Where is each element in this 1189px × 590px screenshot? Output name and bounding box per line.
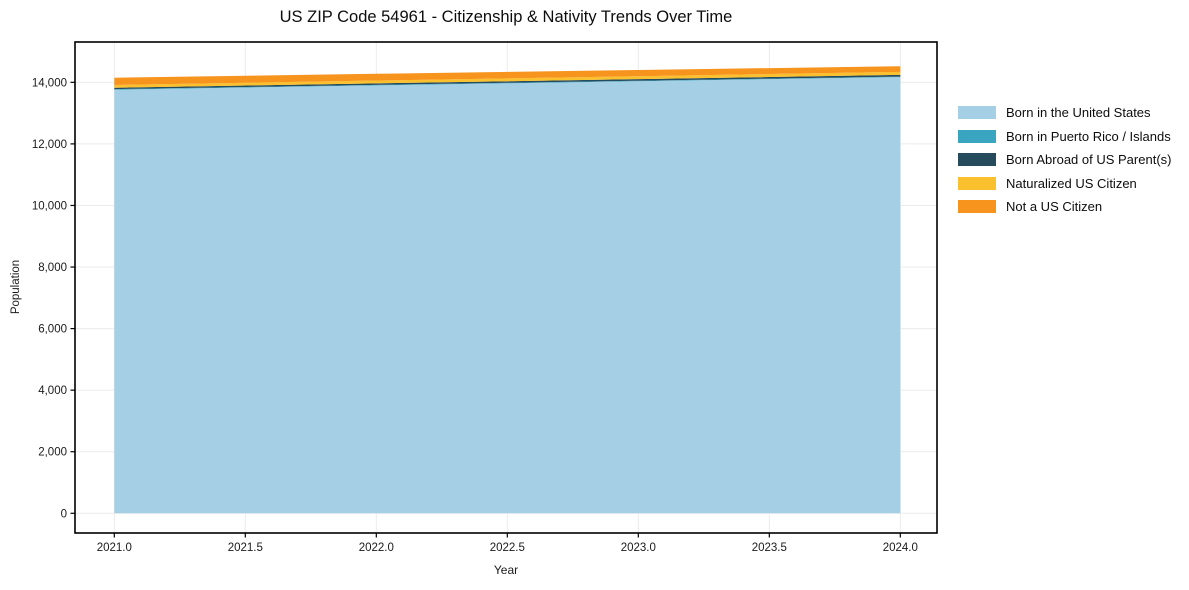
y-tick-label: 6,000 bbox=[38, 324, 67, 336]
chart-title: US ZIP Code 54961 - Citizenship & Nativi… bbox=[279, 8, 733, 26]
legend-label: Not a US Citizen bbox=[1006, 199, 1103, 214]
plot-frame bbox=[74, 41, 938, 534]
legend-label: Born in Puerto Rico / Islands bbox=[1006, 128, 1171, 144]
y-tick-label: 12,000 bbox=[32, 139, 67, 151]
legend-item-naturalized-us-citizen: Naturalized US Citizen bbox=[958, 175, 1171, 191]
legend-item-not-a-us-citizen: Not a US Citizen bbox=[958, 199, 1171, 214]
legend-item-born-in-puerto-rico-islands: Born in Puerto Rico / Islands bbox=[958, 128, 1171, 144]
legend-label: Born Abroad of US Parent(s) bbox=[1006, 152, 1172, 167]
y-tick-label: 14,000 bbox=[32, 77, 67, 89]
y-tick-label: 10,000 bbox=[32, 200, 67, 212]
legend-swatch-icon bbox=[958, 176, 996, 190]
y-tick-label: 2,000 bbox=[38, 447, 67, 459]
y-tick-label: 8,000 bbox=[38, 262, 67, 274]
legend-swatch-icon bbox=[958, 129, 996, 143]
area-not-a-us-citizen bbox=[114, 66, 901, 86]
legend-swatch-icon bbox=[958, 200, 996, 213]
area-born-abroad-of-us-parent-s bbox=[114, 74, 901, 90]
x-tick-label: 2023.5 bbox=[752, 542, 787, 554]
y-tick-label: 0 bbox=[61, 508, 67, 520]
x-tick-label: 2021.0 bbox=[97, 542, 132, 554]
area-naturalized-us-citizen bbox=[114, 71, 901, 88]
x-tick-label: 2022.0 bbox=[359, 542, 394, 554]
x-tick-label: 2023.0 bbox=[621, 542, 656, 554]
x-axis-title: Year bbox=[493, 563, 519, 577]
legend-swatch-icon bbox=[958, 153, 996, 166]
x-tick-label: 2022.5 bbox=[490, 542, 525, 554]
legend-item-born-abroad-of-us-parent-s: Born Abroad of US Parent(s) bbox=[958, 152, 1172, 167]
y-tick-label: 4,000 bbox=[38, 385, 67, 397]
legend-item-born-in-the-united-states: Born in the United States bbox=[958, 105, 1171, 120]
legend-label: Naturalized US Citizen bbox=[1006, 175, 1137, 191]
x-tick-label: 2021.5 bbox=[228, 542, 263, 554]
legend: Born in the United States Born in Puerto … bbox=[958, 105, 1172, 214]
x-tick-label: 2024.0 bbox=[883, 542, 918, 554]
area-born-in-the-united-states bbox=[114, 77, 901, 514]
legend-label: Born in the United States bbox=[1006, 105, 1151, 120]
area-born-in-puerto-rico-islands bbox=[114, 76, 901, 90]
legend-swatch-icon bbox=[958, 106, 996, 119]
